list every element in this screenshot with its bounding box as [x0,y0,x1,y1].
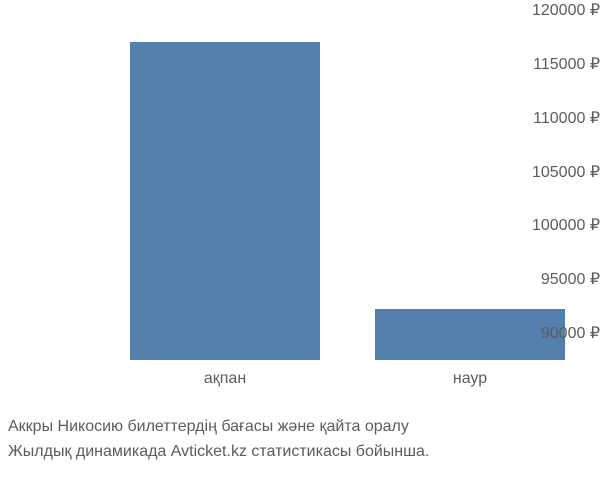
y-tick-label: 95000 ₽ [508,269,600,289]
bar [130,42,320,360]
caption-line-2: Жылдық динамикада Avticket.kz статистика… [8,443,429,461]
y-tick-label: 115000 ₽ [508,54,600,74]
y-tick-label: 110000 ₽ [508,108,600,128]
x-tick-label: наур [453,370,487,388]
y-tick-label: 100000 ₽ [508,215,600,235]
x-tick-label: ақпан [204,370,246,388]
y-tick-label: 120000 ₽ [508,0,600,20]
price-bar-chart: 90000 ₽ 95000 ₽ 100000 ₽ 105000 ₽ 110000 ₽ 11… [0,0,600,500]
y-tick-label: 105000 ₽ [508,162,600,182]
y-tick-label: 90000 ₽ [508,323,600,343]
caption-line-1: Аккры Никосию билеттердің бағасы және қа… [8,418,409,436]
